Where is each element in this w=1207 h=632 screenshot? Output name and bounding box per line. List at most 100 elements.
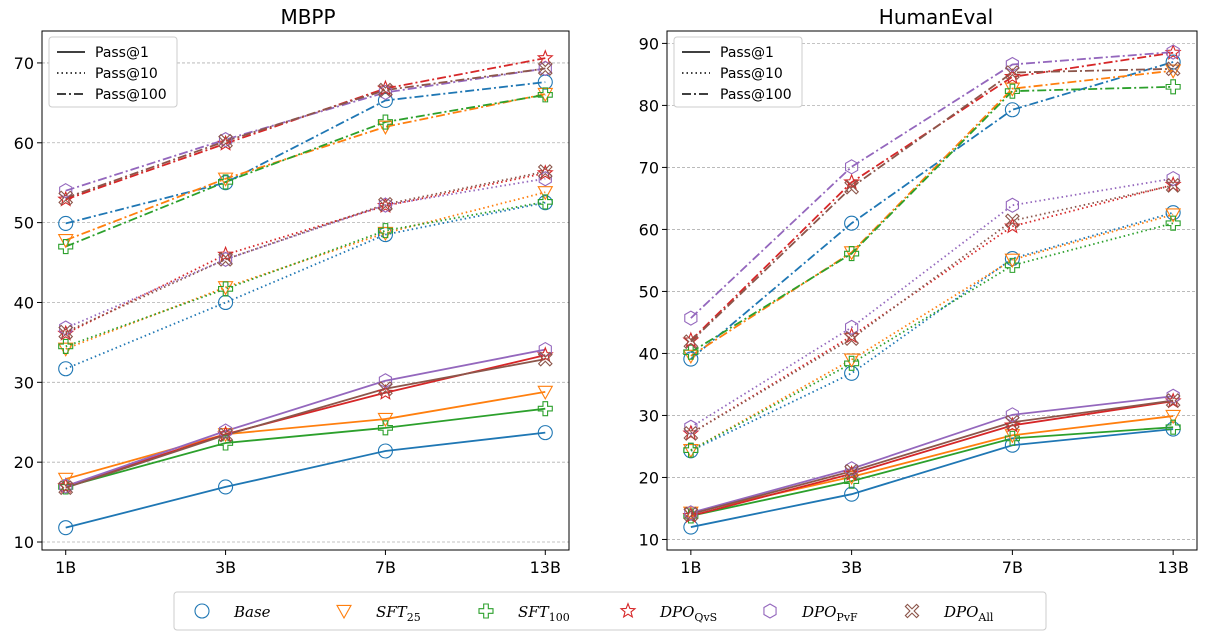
- humaneval-point-sft100-pass-1: [1165, 419, 1181, 435]
- mbpp-line-dpoall-pass-1: [65, 358, 546, 489]
- humaneval-point-dpopvf-pass-1: [1005, 407, 1019, 423]
- humaneval-point-base-pass-100: [1004, 102, 1020, 118]
- humaneval-y-tick-label: 50: [639, 282, 659, 301]
- humaneval-y-tick-label: 90: [639, 34, 659, 53]
- mbpp-line-sft100-pass-1: [65, 407, 546, 488]
- legend-marker-dpoall: [904, 603, 920, 619]
- mbpp-point-sft100-pass-10: [377, 223, 393, 239]
- mbpp-x-tick-label: 3B: [215, 558, 236, 577]
- legend-label-subscript: PvF: [836, 611, 858, 624]
- mbpp-point-dpoqvs-pass-1: [376, 383, 394, 400]
- legend-label-main: SFT: [376, 603, 408, 621]
- humaneval-point-sft25-pass-10: [682, 444, 699, 459]
- humaneval-point-dpoall-pass-100: [844, 179, 860, 195]
- legend-label-subscript: 100: [549, 611, 570, 624]
- humaneval-point-sft100-pass-10: [1004, 257, 1020, 273]
- mbpp-point-dpoqvs-pass-10: [536, 164, 554, 181]
- humaneval-point-dpopvf-pass-100: [684, 310, 698, 326]
- humaneval-legend-label: Pass@10: [720, 66, 783, 82]
- mbpp-point-dpoall-pass-100: [537, 61, 553, 76]
- humaneval-point-base-pass-10: [1004, 251, 1020, 267]
- mbpp-point-dpoall-pass-1: [58, 480, 74, 496]
- mbpp-point-dpoall-pass-10: [218, 251, 233, 267]
- mbpp-y-tick-label: 40: [14, 293, 34, 312]
- mbpp-y-tick-label: 50: [14, 214, 34, 233]
- mbpp-point-sft100-pass-10: [58, 338, 74, 354]
- mbpp-point-sft100-pass-100: [377, 114, 393, 130]
- humaneval-point-sft100-pass-100: [1165, 79, 1181, 95]
- mbpp-point-base-pass-1: [58, 520, 74, 536]
- model-legend: Base SFT25 SFT100 DPOQvS DPOPvF DPOAll: [173, 591, 1047, 631]
- legend-label-sft25: SFT25: [376, 603, 421, 624]
- mbpp-point-dpoall-pass-10: [58, 324, 74, 340]
- mbpp-point-dpopvf-pass-1: [218, 423, 233, 439]
- humaneval-point-dpopvf-pass-100: [1166, 44, 1180, 60]
- humaneval-point-dpoall-pass-100: [1004, 65, 1020, 80]
- humaneval-line-base-pass-10: [690, 211, 1174, 452]
- humaneval-point-base-pass-100: [1165, 54, 1181, 70]
- humaneval-point-dpoqvs-pass-100: [1003, 68, 1021, 85]
- humaneval-line-dpopvf-pass-1: [690, 395, 1174, 514]
- humaneval-plot-frame: [666, 30, 1198, 551]
- humaneval-point-dpoall-pass-1: [1165, 393, 1181, 408]
- mbpp-point-base-pass-100: [377, 92, 393, 109]
- humaneval-point-dpopvf-pass-1: [845, 461, 859, 477]
- mbpp-line-dpopvf-pass-1: [65, 348, 546, 487]
- mbpp-point-dpoall-pass-1: [537, 351, 553, 367]
- humaneval-point-dpopvf-pass-10: [684, 419, 698, 435]
- humaneval-line-sft100-pass-100: [690, 85, 1174, 353]
- legend-marker-sft100: [478, 603, 494, 619]
- humaneval-point-dpoall-pass-10: [683, 425, 699, 441]
- mbpp-x-tick-label: 7B: [375, 558, 396, 577]
- mbpp-point-sft25-pass-100: [377, 120, 394, 135]
- mbpp-y-tick-label: 60: [14, 134, 34, 153]
- mbpp-point-dpoall-pass-100: [58, 190, 74, 206]
- mbpp-point-base-pass-1: [537, 425, 553, 441]
- humaneval-point-dpoall-pass-1: [844, 463, 860, 479]
- mbpp-point-sft25-pass-10: [57, 342, 74, 357]
- mbpp-y-tick-label: 30: [14, 373, 34, 392]
- mbpp-point-dpoqvs-pass-10: [57, 324, 75, 341]
- mbpp-point-sft25-pass-1: [537, 385, 554, 401]
- humaneval-legend-label: Pass@100: [720, 87, 792, 103]
- legend-label-main: DPO: [943, 603, 978, 621]
- mbpp-line-dpoall-pass-10: [65, 170, 546, 333]
- humaneval-point-sft25-pass-100: [1165, 64, 1182, 79]
- mbpp-legend-label: Pass@10: [95, 66, 158, 82]
- humaneval-point-sft25-pass-10: [1004, 253, 1021, 268]
- humaneval-point-dpopvf-pass-10: [1005, 197, 1019, 213]
- mbpp-x-tick-label: 1B: [55, 558, 76, 577]
- humaneval-point-sft25-pass-1: [1165, 409, 1182, 425]
- humaneval-point-dpoall-pass-10: [1004, 213, 1020, 229]
- mbpp-legend-label: Pass@100: [95, 87, 167, 103]
- humaneval-point-sft100-pass-10: [844, 355, 860, 371]
- mbpp-line-dpoqvs-pass-10: [65, 172, 546, 335]
- humaneval-point-sft100-pass-100: [844, 246, 860, 262]
- humaneval-y-tick-label: 20: [639, 468, 659, 487]
- legend-label-subscript: 25: [407, 611, 421, 624]
- humaneval-point-base-pass-10: [1165, 205, 1181, 221]
- mbpp-point-dpoall-pass-100: [378, 82, 393, 98]
- legend-marker-base: [194, 603, 210, 619]
- mbpp-point-dpopvf-pass-1: [378, 373, 393, 389]
- humaneval-y-tick-label: 10: [639, 530, 659, 549]
- humaneval-y-tick-label: 70: [639, 158, 659, 177]
- legend-marker-sft25: [336, 604, 352, 620]
- humaneval-point-dpoqvs-pass-1: [1164, 392, 1182, 409]
- humaneval-line-sft100-pass-10: [690, 222, 1174, 451]
- legend-label-dpopvf: DPOPvF: [801, 603, 858, 624]
- legend-label-main: DPO: [801, 603, 836, 621]
- humaneval-point-sft25-pass-10: [1165, 208, 1182, 223]
- mbpp-point-dpopvf-pass-100: [59, 183, 73, 199]
- mbpp-line-sft25-pass-10: [65, 191, 546, 350]
- humaneval-point-sft100-pass-100: [683, 344, 699, 360]
- humaneval-line-base-pass-100: [690, 61, 1174, 360]
- mbpp-point-sft25-pass-1: [377, 412, 394, 428]
- humaneval-x-tick-label: 1B: [680, 558, 701, 577]
- mbpp-line-dpopvf-pass-10: [65, 177, 546, 329]
- humaneval-line-sft25-pass-100: [690, 69, 1174, 357]
- humaneval-x-tick-label: 3B: [841, 558, 862, 577]
- mbpp-point-dpoqvs-pass-10: [376, 196, 394, 214]
- mbpp-y-tick-label: 70: [14, 54, 34, 73]
